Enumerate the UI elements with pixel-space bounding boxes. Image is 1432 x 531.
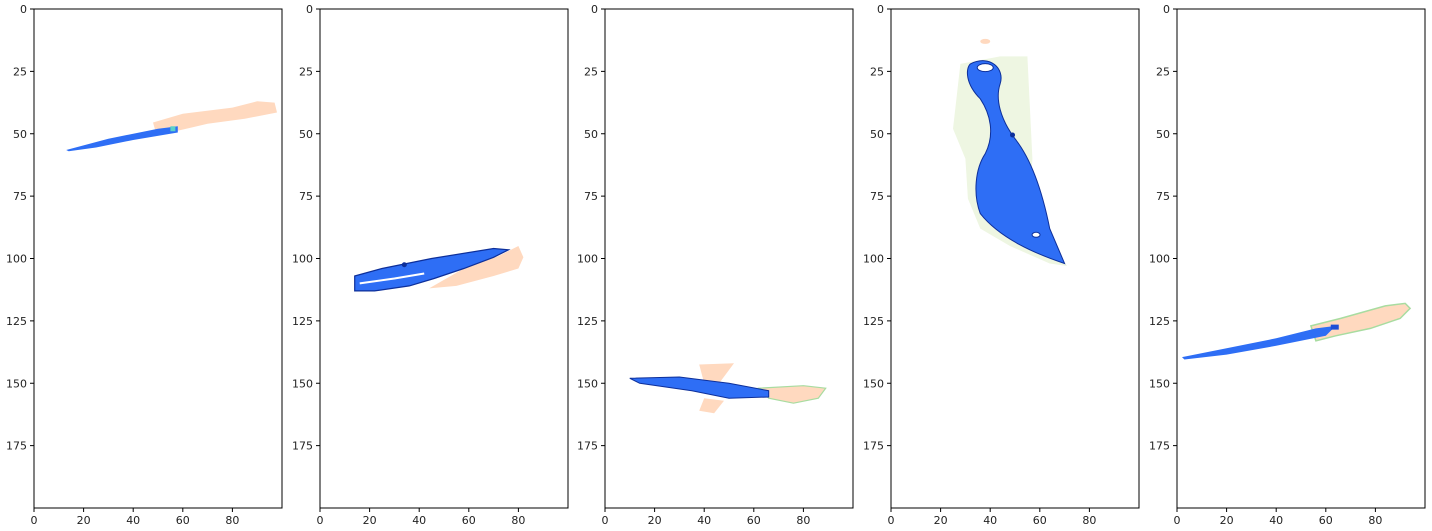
- y-tick-label: 100: [863, 253, 884, 266]
- y-tick-label: 125: [863, 315, 884, 328]
- x-tick-label: 20: [77, 514, 91, 527]
- finger-hole: [976, 63, 994, 73]
- y-tick-label: 125: [577, 315, 598, 328]
- x-tick-label: 40: [412, 514, 426, 527]
- panel-4: 0 20 40 60 80 0 25 50 75 100 125 150 175: [863, 3, 1140, 527]
- panel-frame: [1176, 8, 1426, 509]
- x-tick-label: 20: [934, 514, 948, 527]
- y-tick-label: 50: [1156, 128, 1170, 141]
- x-tick-label: 80: [225, 514, 239, 527]
- guard-top: [699, 363, 734, 384]
- y-tick-label: 100: [6, 253, 27, 266]
- y-tick-label: 25: [299, 65, 313, 78]
- blade: [66, 126, 178, 152]
- handle: [1309, 302, 1412, 342]
- y-tick-label: 50: [299, 128, 313, 141]
- y-tick-label: 25: [870, 65, 884, 78]
- x-tick-label: 0: [31, 514, 38, 527]
- y-tick-label: 50: [870, 128, 884, 141]
- x-tick-label: 60: [1033, 514, 1047, 527]
- y-tick-label: 75: [13, 190, 27, 203]
- y-tick-label: 150: [6, 377, 27, 390]
- y-tick-label: 75: [1156, 190, 1170, 203]
- y-tick-label: 0: [591, 3, 598, 16]
- y-tick-label: 50: [13, 128, 27, 141]
- y-tick-label: 150: [1149, 377, 1170, 390]
- x-tick-label: 0: [317, 514, 324, 527]
- panel-5-knife-image: [1182, 302, 1412, 360]
- panel-2: 0 20 40 60 80 0 25 50 75 100 125 150 175: [292, 3, 569, 527]
- x-tick-label: 40: [1269, 514, 1283, 527]
- x-tick-label: 20: [363, 514, 377, 527]
- y-tick-label: 0: [306, 3, 313, 16]
- x-tick-label: 40: [983, 514, 997, 527]
- handle: [153, 101, 277, 132]
- panel-frame: [604, 8, 854, 509]
- y-tick-label: 150: [577, 377, 598, 390]
- blade: [629, 376, 770, 399]
- y-tick-label: 175: [6, 440, 27, 453]
- panel-4-karambit-knife-image: [953, 38, 1068, 267]
- x-tick-label: 40: [697, 514, 711, 527]
- x-tick-label: 0: [1174, 514, 1181, 527]
- x-tick-label: 60: [747, 514, 761, 527]
- y-tick-label: 175: [292, 440, 313, 453]
- panel-1: 0 20 40 60 80 0 25 50 75 100 125 150 175: [6, 3, 283, 527]
- x-tick-label: 40: [126, 514, 140, 527]
- y-tick-label: 25: [13, 65, 27, 78]
- panel-1-knife-image: [66, 101, 277, 152]
- bolster: [1330, 324, 1339, 330]
- pivot: [401, 262, 407, 268]
- x-tick-label: 80: [511, 514, 525, 527]
- y-tick-label: 0: [20, 3, 27, 16]
- x-tick-label: 20: [648, 514, 662, 527]
- y-tick-label: 125: [292, 315, 313, 328]
- y-tick-label: 75: [870, 190, 884, 203]
- bolster: [170, 126, 176, 132]
- panel-3-dagger-image: [629, 363, 827, 414]
- x-tick-label: 80: [1368, 514, 1382, 527]
- y-tick-label: 75: [299, 190, 313, 203]
- ring: [980, 38, 991, 44]
- y-tick-label: 125: [1149, 315, 1170, 328]
- x-tick-label: 20: [1220, 514, 1234, 527]
- blade-slot: [359, 272, 425, 285]
- panel-3: 0 20 40 60 80 0 25 50 75 100 125 150 175: [577, 3, 854, 527]
- panel-frame: [33, 8, 283, 509]
- x-tick-label: 60: [1319, 514, 1333, 527]
- y-tick-label: 25: [1156, 65, 1170, 78]
- blade: [354, 247, 511, 292]
- panel-5: 0 20 40 60 80 0 25 50 75 100 125 150 175: [1149, 3, 1426, 527]
- y-tick-label: 125: [6, 315, 27, 328]
- y-tick-label: 75: [584, 190, 598, 203]
- x-tick-label: 60: [462, 514, 476, 527]
- y-tick-label: 175: [577, 440, 598, 453]
- guard-bottom: [699, 398, 724, 414]
- x-tick-label: 80: [1082, 514, 1096, 527]
- y-tick-label: 150: [863, 377, 884, 390]
- y-tick-label: 175: [1149, 440, 1170, 453]
- y-tick-label: 50: [584, 128, 598, 141]
- x-tick-label: 0: [888, 514, 895, 527]
- x-tick-label: 80: [796, 514, 810, 527]
- y-tick-label: 100: [1149, 253, 1170, 266]
- x-tick-label: 0: [602, 514, 609, 527]
- y-tick-label: 100: [577, 253, 598, 266]
- handle: [757, 385, 827, 404]
- pivot: [1010, 132, 1016, 138]
- blade: [1182, 325, 1336, 360]
- y-tick-label: 175: [863, 440, 884, 453]
- handle: [429, 246, 524, 289]
- panel-2-folding-knife-image: [354, 246, 524, 292]
- y-tick-label: 0: [1163, 3, 1170, 16]
- blade-hole: [1031, 231, 1041, 238]
- y-tick-label: 100: [292, 253, 313, 266]
- blade: [966, 60, 1066, 265]
- y-tick-label: 0: [877, 3, 884, 16]
- y-tick-label: 25: [584, 65, 598, 78]
- y-tick-label: 150: [292, 377, 313, 390]
- x-tick-label: 60: [176, 514, 190, 527]
